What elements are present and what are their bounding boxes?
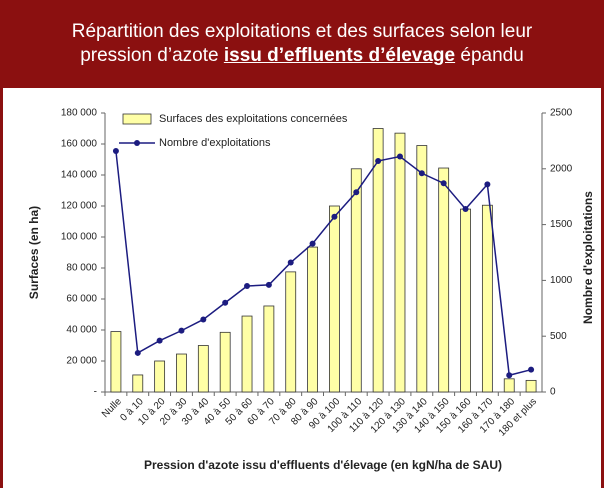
title-emphasis: issu d’effluents d’élevage [223,45,456,66]
x-axis-title: Pression d'azote issu d'effluents d'élev… [144,458,502,472]
bar [263,305,275,393]
y2-axis-title: Nombre d'exploitations [581,191,595,324]
bar [438,167,450,393]
bar [481,204,493,393]
bar [372,128,384,393]
bar [416,145,428,393]
y2-tick-label: 1000 [550,275,573,286]
bar [329,205,340,393]
bar [132,374,144,393]
title-line: pression d’azote issu d’effluents d’élev… [0,44,604,68]
bar [350,168,362,393]
point [528,366,535,373]
point [265,281,272,288]
y-tick-label: 100 000 [61,232,98,243]
y-tick-label: 40 000 [66,325,97,336]
bar [197,345,209,393]
bar [525,379,537,393]
y-tick-label: 140 000 [61,170,98,181]
bar [307,246,318,393]
point [440,180,447,187]
y2-tick-label: 2500 [550,108,573,119]
y-tick-label: - [94,387,97,398]
point [178,327,185,334]
legend-swatch [122,113,152,125]
y-tick-label: 60 000 [66,294,97,305]
bar [460,208,471,393]
point [222,299,229,306]
y-axis-title: Surfaces (en ha) [27,206,41,299]
point [200,316,207,323]
legend-label: Nombre d'exploitations [159,137,271,149]
point [134,349,141,356]
point [506,372,513,379]
point [244,282,251,289]
legend-swatch [134,140,140,146]
point [287,259,294,266]
y-tick-label: 20 000 [66,356,97,367]
y2-tick-label: 0 [550,387,556,398]
y2-tick-label: 500 [550,331,567,342]
header: Répartition des exploitations et des sur… [0,0,604,88]
point [112,147,119,154]
point [375,157,382,164]
line [115,150,532,377]
point [353,189,360,196]
point [418,170,425,177]
point [396,153,403,160]
point [331,213,338,220]
bar [503,378,515,393]
point [156,337,163,344]
title-text: pression d’azote [80,45,224,66]
bar [285,271,297,393]
y-tick-label: 160 000 [61,139,98,150]
y2-tick-label: 2000 [550,163,573,174]
point [309,240,316,247]
title-line: Répartition des exploitations et des sur… [71,21,533,42]
y-tick-label: 80 000 [66,263,97,274]
legend-label: Surfaces des exploitations concernées [159,113,348,125]
bar [154,360,166,393]
point [462,205,469,212]
bar [110,331,122,393]
title-text: épandu [455,45,524,66]
y-tick-label: 120 000 [61,201,98,212]
y-tick-label: 180 000 [61,108,98,119]
bar [176,353,187,393]
bar [394,132,406,393]
point [484,181,491,188]
y2-tick-label: 1500 [550,219,573,230]
bar [219,331,231,393]
bar [241,315,253,393]
